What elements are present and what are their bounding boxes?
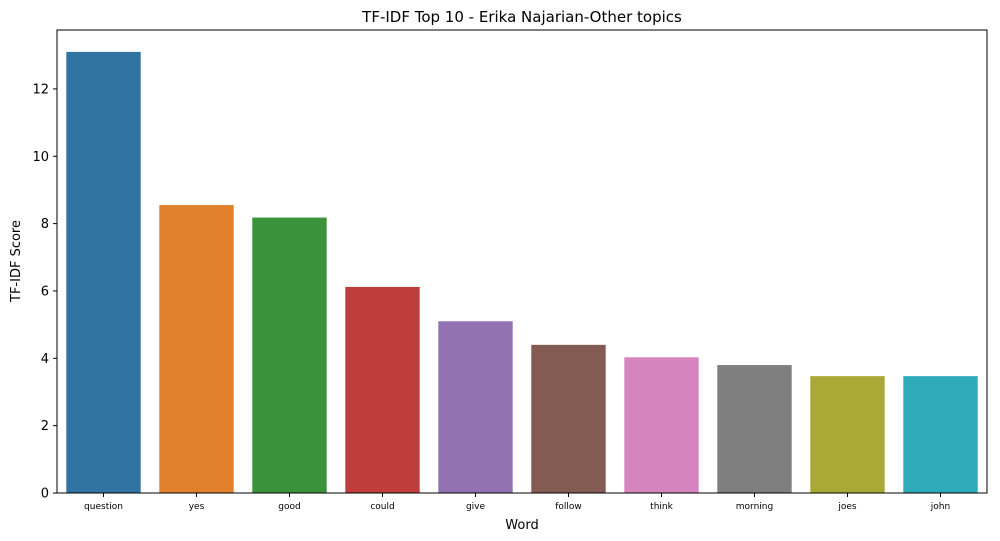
bars-group: [66, 51, 978, 494]
plot-frame: [56, 29, 988, 494]
bar-morning: [717, 365, 792, 493]
bar-good: [252, 217, 327, 493]
x-axis-label: Word: [505, 518, 538, 533]
x-tick-label: john: [930, 502, 950, 512]
bar-give: [438, 321, 513, 493]
y-tick-label: 10: [32, 150, 49, 165]
bar-could: [345, 286, 420, 493]
y-tick-label: 2: [41, 419, 49, 434]
bar-question: [66, 51, 141, 494]
x-axis: question yes good could give follow think morni…: [84, 493, 950, 512]
x-tick-label: question: [84, 502, 123, 512]
x-tick-label: good: [278, 502, 300, 512]
chart-title: TF-IDF Top 10 - Erika Najarian-Other top…: [361, 8, 682, 26]
x-tick-label: morning: [736, 502, 773, 512]
x-tick-label: yes: [189, 502, 205, 512]
bar-john: [903, 376, 978, 493]
bar-joes: [810, 376, 885, 493]
y-axis-label: TF-IDF Score: [9, 220, 24, 303]
y-tick-label: 12: [32, 82, 49, 97]
x-tick-label: give: [466, 502, 486, 512]
bar-yes: [159, 205, 234, 493]
x-tick-label: joes: [837, 502, 857, 512]
bar-think: [624, 357, 699, 493]
y-tick-label: 8: [41, 217, 49, 232]
y-tick-label: 6: [41, 284, 49, 299]
x-tick-label: could: [370, 502, 394, 512]
x-tick-label: think: [650, 502, 673, 512]
y-axis: 0 2 4 6 8 10 12: [32, 82, 57, 502]
x-tick-label: follow: [555, 502, 582, 512]
y-tick-label: 4: [41, 352, 49, 367]
y-tick-label: 0: [41, 487, 49, 502]
bar-follow: [531, 344, 606, 493]
